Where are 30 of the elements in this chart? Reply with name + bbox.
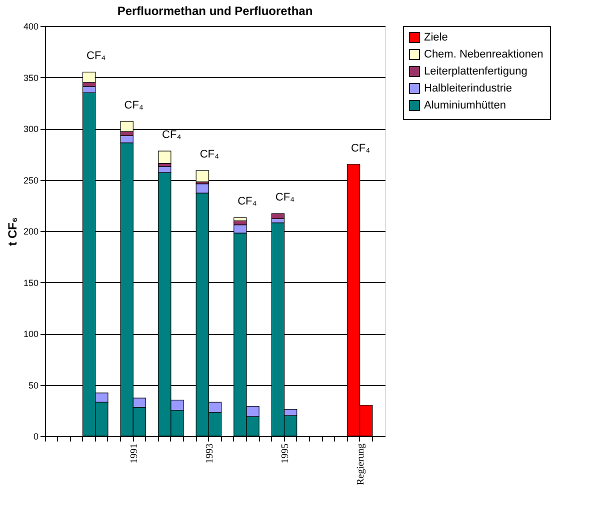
y-tick-label: 400 [23, 22, 38, 32]
annotation: CF₄ [162, 129, 182, 142]
y-tick-label: 350 [23, 72, 38, 83]
bar [234, 217, 247, 222]
x-tick-label: 1991 [128, 444, 140, 464]
x-tick-label: 1995 [280, 444, 291, 464]
bar [158, 150, 172, 164]
annotation: CF₄ [124, 99, 144, 112]
annotation: CF₄ [350, 142, 371, 154]
chart-title: Perfluormethan und Perfluorethan [117, 4, 313, 18]
annotation: CF₄ [200, 148, 220, 161]
y-axis-title: t CF₆ [5, 217, 20, 246]
y-tick-label: 0 [33, 432, 38, 442]
y-tick-label: 250 [23, 175, 38, 186]
annotation: CF₄ [238, 196, 258, 208]
y-tick-label: 300 [23, 124, 38, 134]
y-tick-label: 50 [28, 380, 38, 390]
legend-label: Aluminiumhütten [424, 100, 506, 112]
y-tick-label: 100 [23, 329, 38, 339]
legend-label: Chem. Nebenreaktionen [424, 48, 544, 60]
legend-label: Halbleiterindustrie [424, 82, 512, 94]
y-tick-label: 200 [23, 226, 38, 236]
legend-label: Leiterplattenfertigung [424, 66, 528, 78]
x-tick-label: 1993 [204, 444, 216, 464]
annotation: CF₄ [86, 50, 106, 62]
x-tick-label: Regierung [356, 444, 367, 486]
legend-label: Ziele [424, 32, 448, 44]
annotation: CF₄ [275, 192, 296, 204]
y-tick-label: 150 [23, 278, 38, 288]
bar [271, 213, 285, 219]
